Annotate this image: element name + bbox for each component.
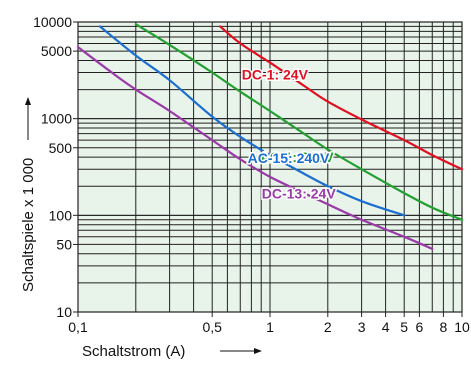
x-axis-title: Schaltstrom (A) [82,343,185,360]
x-axis-arrowhead [254,348,262,354]
series-lines [76,23,464,250]
x-tick-label: 0,5 [202,319,222,335]
series-line-2 [134,23,464,221]
y-axis-arrowhead [25,97,31,105]
y-tick-label: 1000 [41,111,72,127]
y-tick-label: 50 [56,236,72,252]
y-axis-ticks: 10 50 100 500 1000 5000 10000 [33,14,78,320]
grid [78,22,462,312]
series-label-4: DC-13: 24V [262,185,337,201]
x-tick-label: 4 [382,319,390,335]
x-tick-label: 5 [400,319,408,335]
x-tick-label: 3 [358,319,366,335]
y-tick-label: 100 [49,207,73,223]
series-line-3 [98,25,406,217]
series-line-4 [76,46,434,250]
x-tick-label: 6 [416,319,424,335]
x-tick-label: 2 [324,319,332,335]
series-line-1 [219,25,464,171]
x-axis-ticks: 0,1 0,5 1 2 3 4 5 6 8 10 [68,312,470,335]
x-tick-label: 1 [266,319,274,335]
y-axis-title: Schaltspiele x 1 000 [20,158,37,292]
y-tick-label: 500 [49,140,73,156]
y-tick-label: 10000 [33,14,72,30]
series-label-1: DC-1: 24V [242,67,309,83]
y-tick-label: 10 [56,304,72,320]
x-tick-label: 0,1 [68,319,88,335]
x-tick-label: 10 [454,319,470,335]
x-tick-label: 8 [439,319,447,335]
series-label-2: AC-1: 240V [260,149,335,165]
series-label-3: AC-15: 240V [248,150,330,166]
y-tick-label: 5000 [41,43,72,59]
